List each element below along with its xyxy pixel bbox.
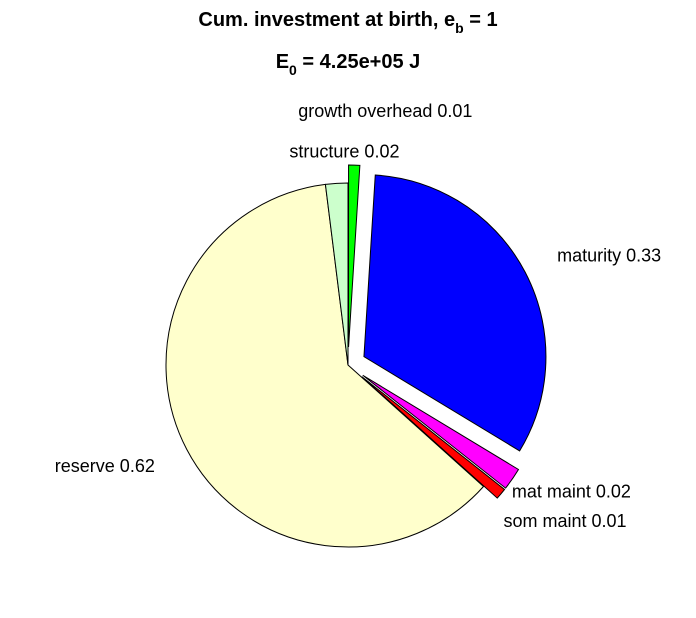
- pie-slice-som-maint: [361, 376, 506, 499]
- pie-slice-reserve: [165, 183, 485, 548]
- pie-slice-growth-overhead: [348, 164, 361, 348]
- pie-slice-maturity: [363, 174, 547, 452]
- pie-label-growth-overhead: growth overhead 0.01: [298, 101, 472, 121]
- chart-title-line1: Cum. investment at birth, eb = 1: [198, 9, 497, 36]
- pie-label-structure: structure 0.02: [289, 141, 399, 161]
- pie-slices: [165, 164, 547, 548]
- chart-title-line2: E0 = 4.25e+05 J: [276, 51, 421, 78]
- pie-slice-mat-maint: [362, 374, 520, 489]
- pie-label-mat-maint: mat maint 0.02: [512, 482, 631, 502]
- pie-label-maturity: maturity 0.33: [557, 246, 661, 266]
- pie-slice-structure: [324, 182, 349, 366]
- pie-label-som-maint: som maint 0.01: [504, 511, 627, 531]
- pie-label-reserve: reserve 0.62: [55, 456, 155, 476]
- pie-labels: growth overhead 0.01 maturity 0.33 mat mai…: [55, 101, 661, 531]
